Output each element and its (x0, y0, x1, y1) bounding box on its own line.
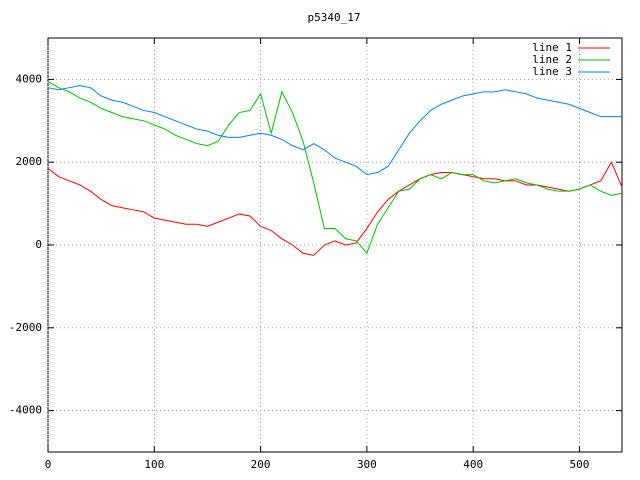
legend-label: line 2 (532, 53, 572, 66)
x-tick-label: 200 (251, 458, 271, 471)
x-tick-label: 500 (570, 458, 590, 471)
legend-label: line 1 (532, 41, 572, 54)
y-tick-label: 2000 (16, 155, 43, 168)
chart-title: p5340_17 (308, 11, 361, 24)
x-tick-label: 0 (45, 458, 52, 471)
x-tick-label: 100 (144, 458, 164, 471)
x-tick-label: 400 (463, 458, 483, 471)
plot-frame (47, 37, 623, 453)
x-tick-label: 300 (357, 458, 377, 471)
series-line (47, 85, 622, 176)
y-tick-label: 0 (35, 238, 42, 251)
series-line (47, 161, 623, 256)
y-tick-label: -4000 (9, 404, 42, 417)
y-tick-label: -2000 (9, 321, 42, 334)
series-line (47, 81, 623, 255)
y-tick-label: 4000 (16, 72, 43, 85)
legend-label: line 3 (532, 65, 572, 78)
